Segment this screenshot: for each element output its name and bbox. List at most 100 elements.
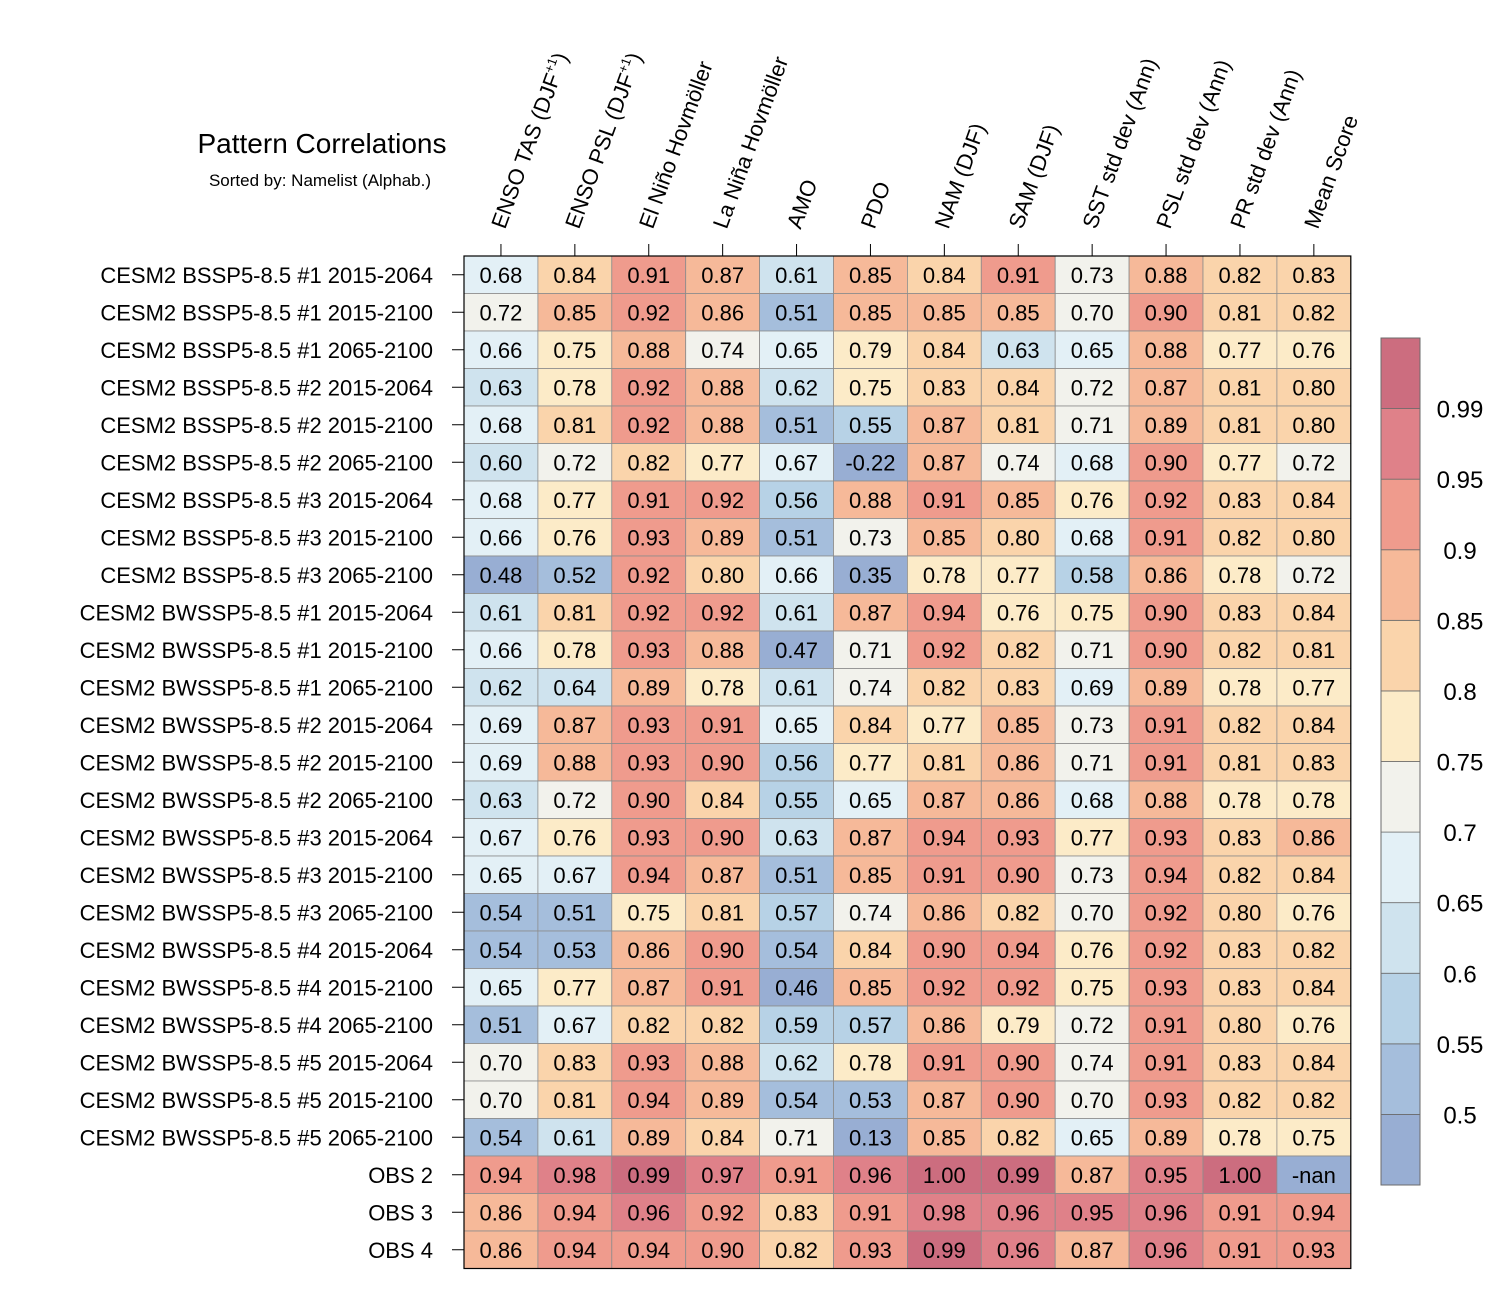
column-label-text: El Niño Hovmöller <box>634 58 718 232</box>
heatmap-cell <box>759 480 834 519</box>
row-label: CESM2 BWSSP5-8.5 #4 2015-2064 <box>80 938 433 963</box>
cell-value: 0.66 <box>480 638 523 663</box>
cell-value: 0.88 <box>627 338 670 363</box>
column-label-text: PSL std dev (Ann) <box>1151 56 1235 232</box>
column-label-text: PDO <box>856 178 896 231</box>
cell-value: 0.90 <box>627 788 670 813</box>
cell-value: 0.85 <box>923 300 966 325</box>
cell-value: 0.89 <box>627 1125 670 1150</box>
heatmap-cell <box>1202 368 1278 407</box>
cell-value: 0.81 <box>1219 413 1262 438</box>
heatmap-cell <box>611 1155 687 1194</box>
column-label-text: SAM (DJF) <box>1003 121 1064 232</box>
cell-value: 0.84 <box>923 338 966 363</box>
heatmap-cell <box>463 818 539 857</box>
cell-value: 0.54 <box>775 1088 818 1113</box>
cell-value: 0.90 <box>997 1088 1040 1113</box>
row-label: CESM2 BWSSP5-8.5 #3 2065-2100 <box>80 900 433 925</box>
heatmap-cell <box>611 705 687 744</box>
heatmap-cell <box>1276 855 1352 894</box>
cell-value: 0.81 <box>701 900 744 925</box>
cell-value: 0.70 <box>480 1088 523 1113</box>
colorbar-border <box>1380 337 1421 1186</box>
cell-value: 0.94 <box>1145 863 1188 888</box>
row-label: OBS 4 <box>368 1238 433 1263</box>
column-label: AMO <box>782 176 823 232</box>
heatmap-cell <box>907 893 982 932</box>
cell-value: 0.73 <box>849 525 892 550</box>
heatmap-cell <box>1054 968 1130 1007</box>
heatmap-cell <box>1276 930 1352 969</box>
heatmap-cell <box>463 555 539 594</box>
heatmap-cell <box>463 705 539 744</box>
heatmap-cell <box>1202 705 1278 744</box>
heatmap-cell <box>907 818 982 857</box>
cell-value: 0.54 <box>480 900 523 925</box>
cell-value: 0.84 <box>1292 975 1335 1000</box>
cell-value: 0.96 <box>1145 1238 1188 1263</box>
cell-value: 0.80 <box>997 525 1040 550</box>
cell-value: 0.84 <box>997 375 1040 400</box>
cell-value: 0.61 <box>775 263 818 288</box>
cell-value: 0.90 <box>997 1050 1040 1075</box>
heatmap-cell <box>980 1230 1056 1269</box>
cell-value: 0.92 <box>627 413 670 438</box>
heatmap-cell <box>1202 593 1278 632</box>
heatmap-cell <box>1202 818 1278 857</box>
cell-value: 0.77 <box>1219 338 1262 363</box>
heatmap-cell <box>907 780 982 819</box>
column-label-text: ENSO TAS (DJF <box>486 70 565 232</box>
cell-value: 0.51 <box>775 525 818 550</box>
heatmap-cell <box>463 855 539 894</box>
cell-value: 0.71 <box>1071 413 1114 438</box>
row-labels: CESM2 BSSP5-8.5 #1 2015-2064 CESM2 BSSP5-… <box>80 263 464 1263</box>
cell-value: 0.88 <box>1145 338 1188 363</box>
cell-value: 0.77 <box>923 713 966 738</box>
heatmap-cell <box>1128 705 1204 744</box>
heatmap-cell <box>1054 1155 1130 1194</box>
cell-value: 0.71 <box>849 638 892 663</box>
cell-value: 0.83 <box>1219 975 1262 1000</box>
heatmap-cell <box>833 968 908 1007</box>
cell-value: 0.96 <box>1145 1200 1188 1225</box>
cell-value: 0.74 <box>701 338 744 363</box>
colorbar-swatch <box>1380 478 1421 551</box>
cell-value: 0.67 <box>775 450 818 475</box>
colorbar-label: 0.85 <box>1437 608 1484 635</box>
heatmap-cell <box>611 480 687 519</box>
cell-value: 0.79 <box>997 1013 1040 1038</box>
heatmap-cell <box>685 743 761 782</box>
chart-title: Pattern Correlations <box>197 128 446 159</box>
heatmap-cell <box>611 330 687 369</box>
heatmap-cell <box>1054 293 1130 332</box>
heatmap-cell <box>1128 1155 1204 1194</box>
cell-value: 0.86 <box>1145 563 1188 588</box>
heatmap-cell <box>1202 555 1278 594</box>
cell-value: 0.79 <box>849 338 892 363</box>
cell-value: 0.94 <box>627 1238 670 1263</box>
heatmap-cell <box>1128 743 1204 782</box>
cell-value: 0.94 <box>627 1088 670 1113</box>
heatmap-cell <box>685 293 761 332</box>
heatmap-cell <box>980 293 1056 332</box>
cell-value: 0.87 <box>923 788 966 813</box>
heatmap-cell <box>833 1043 908 1082</box>
column-label-text: Mean Score <box>1299 112 1363 232</box>
colorbar-swatch <box>1380 690 1421 762</box>
cell-value: 0.69 <box>480 750 523 775</box>
heatmap-cell <box>685 368 761 407</box>
cell-value: 0.78 <box>1219 675 1262 700</box>
cell-value: 0.87 <box>1071 1238 1114 1263</box>
heatmap-cell <box>1128 893 1204 932</box>
cell-value: 0.85 <box>923 1125 966 1150</box>
heatmap-cell <box>907 593 982 632</box>
heatmap-cell <box>833 368 908 407</box>
cell-value: 0.83 <box>1219 938 1262 963</box>
cell-value: 0.77 <box>553 488 596 513</box>
cell-value: 0.93 <box>1145 975 1188 1000</box>
heatmap-cell <box>537 1080 613 1119</box>
cell-value: 0.65 <box>849 788 892 813</box>
cell-value: 0.51 <box>480 1013 523 1038</box>
cell-value: 0.78 <box>1219 1125 1262 1150</box>
